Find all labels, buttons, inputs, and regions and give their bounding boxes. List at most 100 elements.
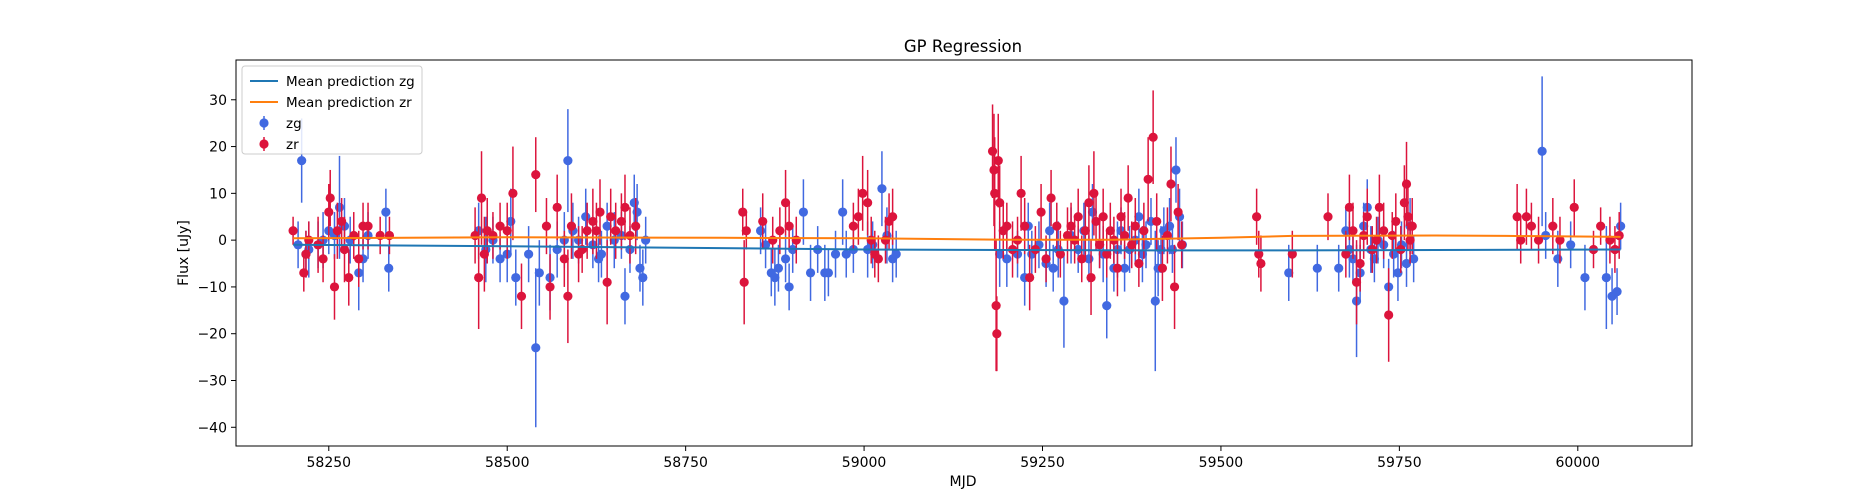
point-zr-6 [324,207,334,217]
point-zr-11 [339,244,350,255]
point-zg-80 [1059,296,1069,306]
point-zr-111 [1143,174,1153,184]
point-zr-40 [591,226,602,236]
point-zr-97 [1091,216,1101,227]
legend-label: Mean prediction zg [286,74,415,90]
x-tick-label-58250: 58250 [307,455,352,471]
point-zr-129 [1355,258,1365,269]
point-zr-143 [1405,235,1415,245]
point-zr-128 [1351,277,1362,287]
point-zr-54 [775,226,785,236]
point-zr-57 [791,235,801,245]
y-tick-label--10: −10 [197,280,227,296]
point-zr-52 [758,216,768,227]
point-zg-97 [1141,240,1151,250]
point-zr-42 [602,277,612,287]
point-zg-8 [334,202,345,212]
point-zg-96 [1137,249,1148,259]
point-zr-155 [1605,235,1615,245]
point-zr-26 [502,226,512,236]
point-zr-94 [1084,198,1094,208]
point-zg-49 [770,272,780,283]
legend-label: zr [286,137,299,153]
point-zg-70 [1002,254,1012,264]
point-zg-24 [531,343,541,353]
point-zg-25 [534,268,544,278]
point-zr-76 [1002,221,1012,231]
y-axis-label: Flux [uJy] [176,220,192,286]
point-zr-101 [1105,226,1115,236]
point-zr-112 [1148,132,1158,142]
point-zr-5 [318,254,328,264]
mean-line-zg [293,243,1621,252]
point-zg-85 [1087,207,1098,217]
point-zr-134 [1374,202,1384,212]
y-tick-label--20: −20 [197,327,227,343]
x-tick-label-58500: 58500 [485,455,530,471]
point-zr-72 [992,329,1002,339]
point-zr-91 [1073,212,1083,222]
point-zg-134 [1601,272,1611,283]
point-zr-149 [1533,235,1544,245]
point-zg-137 [1616,221,1626,231]
point-zr-16 [363,221,373,231]
x-tick-label-59250: 59250 [1020,455,1065,471]
series-zr [288,90,1624,372]
point-zg-131 [1553,254,1563,264]
point-zr-29 [531,170,541,180]
point-zr-24 [488,230,498,241]
point-zr-93 [1080,226,1090,236]
point-zr-81 [1025,272,1035,283]
point-zr-127 [1348,226,1358,236]
point-zr-3 [304,235,314,245]
point-zr-95 [1086,272,1096,283]
point-zr-135 [1379,226,1389,236]
x-tick-label-59000: 59000 [842,455,887,471]
point-zg-132 [1566,240,1576,250]
point-zg-77 [1045,226,1055,236]
point-zg-50 [773,263,784,273]
point-zg-32 [581,212,591,222]
point-zr-87 [1055,249,1065,259]
x-axis-label: MJD [950,474,977,490]
point-zg-36 [602,221,612,231]
point-zr-154 [1596,221,1606,231]
point-zr-7 [325,193,335,203]
point-zr-125 [1341,249,1351,259]
point-zr-67 [888,212,898,222]
point-zr-56 [784,221,794,231]
point-zr-99 [1098,212,1108,222]
point-zg-29 [563,155,573,166]
point-zr-147 [1521,212,1532,222]
point-zr-44 [611,226,621,236]
point-zg-92 [1119,263,1130,273]
point-zr-79 [1016,188,1026,198]
point-zr-70 [990,188,1000,198]
point-zr-59 [853,212,863,222]
point-zr-110 [1139,226,1149,236]
x-tick-label-59750: 59750 [1377,455,1422,471]
point-zg-58 [823,268,833,278]
point-zr-96 [1089,188,1099,198]
point-zr-32 [552,202,562,212]
point-zg-51 [780,254,791,264]
point-zg-23 [524,249,534,259]
legend-label: Mean prediction zr [286,95,412,111]
legend-label: zg [286,116,302,132]
point-zg-95 [1134,212,1144,222]
legend-entry-0: Mean prediction zg [250,74,415,90]
point-zg-35 [596,249,607,259]
point-zr-14 [354,254,364,264]
point-zr-104 [1116,212,1126,222]
point-zr-126 [1344,202,1355,212]
point-zg-15 [384,263,394,273]
point-zr-50 [739,277,749,287]
point-zr-31 [545,282,555,292]
point-zr-48 [631,221,641,231]
point-zg-69 [995,249,1005,259]
point-zg-19 [495,254,505,264]
point-zr-141 [1401,179,1412,189]
mean-line-zr [293,234,1621,241]
point-zg-68 [891,249,901,259]
